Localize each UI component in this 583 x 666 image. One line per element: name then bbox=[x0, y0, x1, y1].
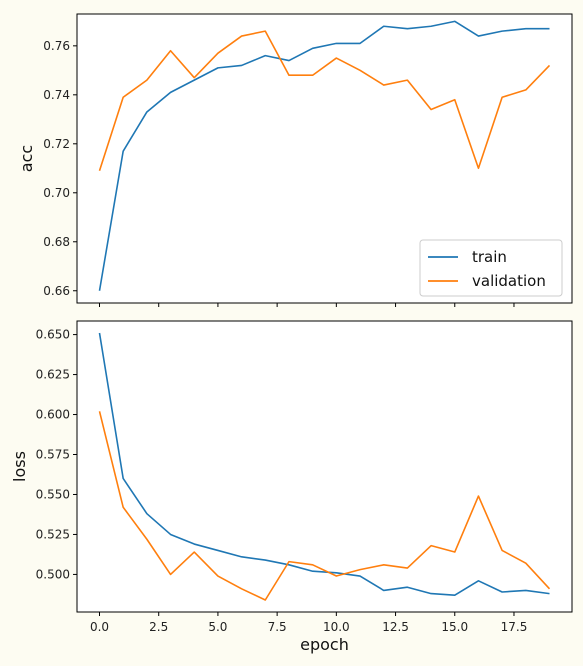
y-tick-label: 0.66 bbox=[43, 284, 70, 298]
y-tick-label: 0.525 bbox=[36, 527, 70, 541]
x-axis-label: epoch bbox=[300, 635, 349, 654]
x-tick-label: 2.5 bbox=[149, 620, 168, 634]
series-line-validation bbox=[98, 30, 551, 171]
y-tick-label: 0.500 bbox=[36, 567, 70, 581]
legend-label-train: train bbox=[472, 248, 507, 266]
y-tick-label: 0.68 bbox=[43, 235, 70, 249]
y-tick-label: 0.625 bbox=[36, 368, 70, 382]
legend-label-validation: validation bbox=[472, 272, 546, 290]
series-line-train bbox=[98, 332, 550, 597]
plot-frame bbox=[76, 320, 573, 613]
x-tick-label: 7.5 bbox=[268, 620, 287, 634]
y-tick-label: 0.74 bbox=[43, 88, 70, 102]
x-tick-label: 0.0 bbox=[90, 620, 109, 634]
plot-frame bbox=[76, 13, 573, 304]
x-tick-label: 10.0 bbox=[323, 620, 350, 634]
x-tick-label: 5.0 bbox=[208, 620, 227, 634]
y-tick-label: 0.70 bbox=[43, 186, 70, 200]
y-axis-label: acc bbox=[17, 145, 36, 172]
series-line-train bbox=[98, 20, 550, 291]
y-tick-label: 0.575 bbox=[36, 448, 70, 462]
chart-acc: 0.66 0.68 0.70 0.72 0.74 0.76 acc train validati… bbox=[17, 13, 573, 307]
x-tick-label: 17.5 bbox=[501, 620, 528, 634]
series-line-validation bbox=[98, 411, 551, 601]
y-tick-label: 0.650 bbox=[36, 328, 70, 342]
plot-area bbox=[77, 321, 572, 612]
y-tick-label: 0.72 bbox=[43, 137, 70, 151]
y-axis-label: loss bbox=[10, 451, 29, 482]
legend-box bbox=[419, 239, 563, 297]
x-tick-label: 15.0 bbox=[441, 620, 468, 634]
y-tick-label: 0.600 bbox=[36, 408, 70, 422]
y-tick-label: 0.76 bbox=[43, 39, 70, 53]
legend: train validation bbox=[419, 239, 563, 297]
y-tick-label: 0.550 bbox=[36, 487, 70, 501]
x-tick-label: 12.5 bbox=[382, 620, 409, 634]
chart-loss: 0.500 0.525 0.550 0.575 0.600 0.625 0.650 0.0 2.… bbox=[10, 320, 573, 654]
